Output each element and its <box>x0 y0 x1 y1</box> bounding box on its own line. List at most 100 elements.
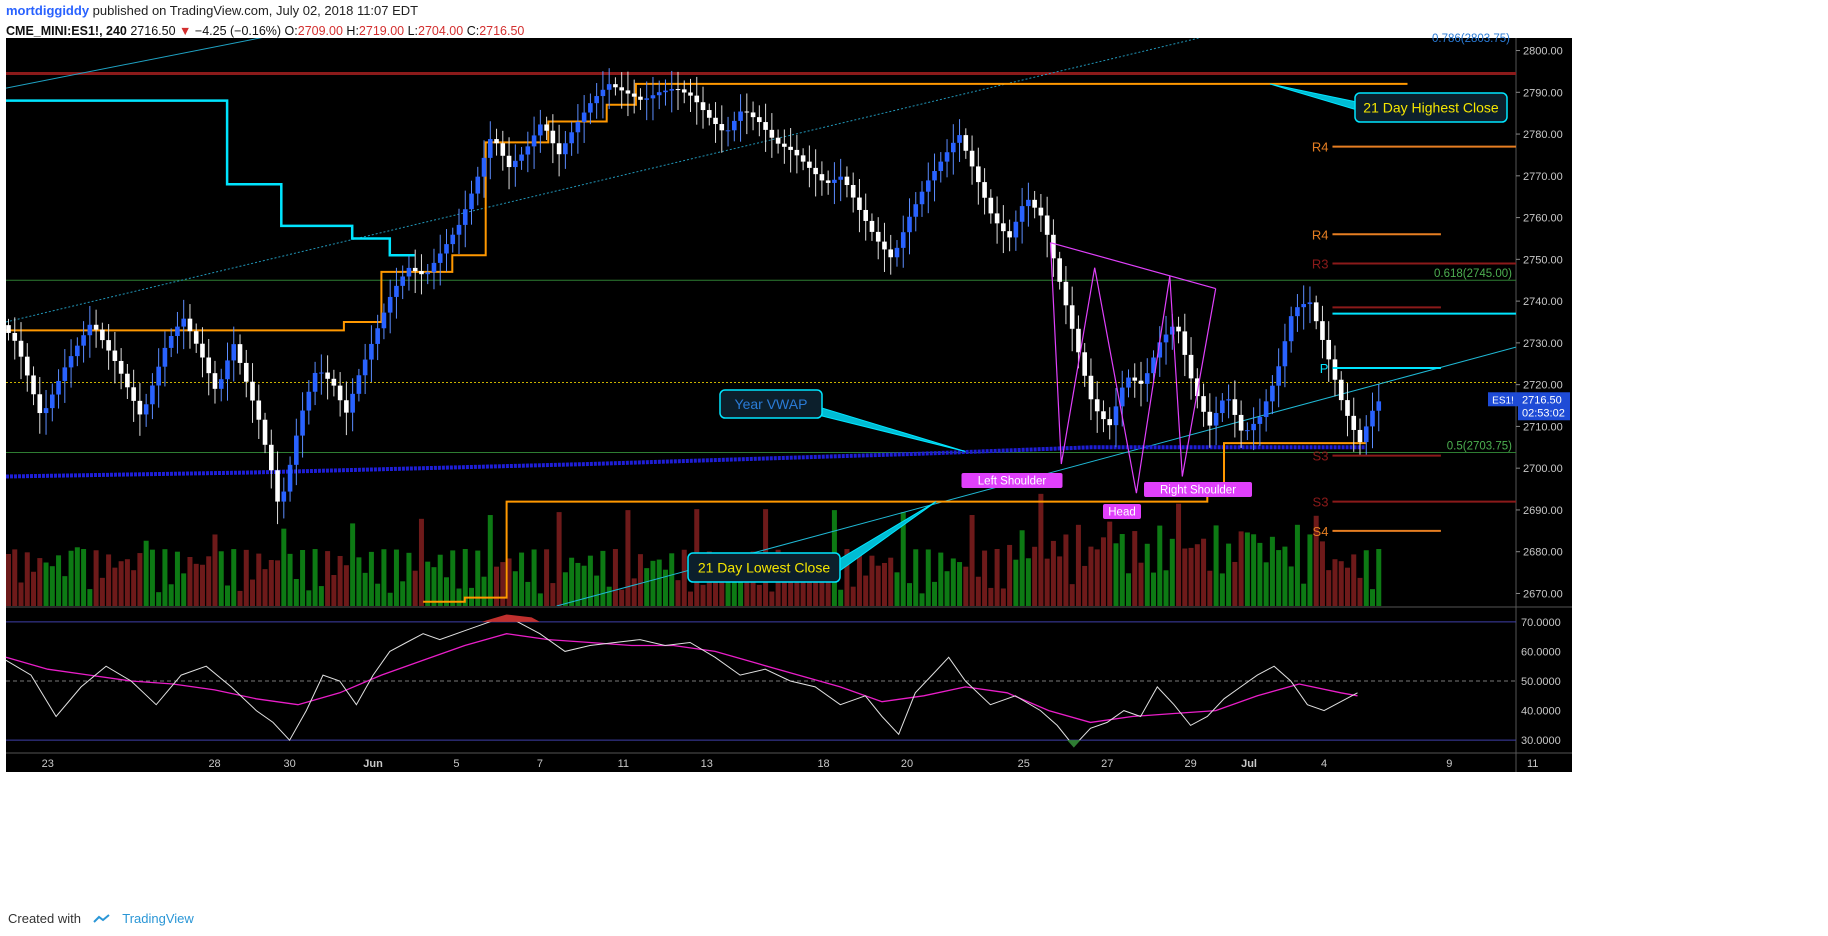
candle-body <box>900 232 906 248</box>
volume-bar <box>725 564 731 606</box>
candle-body <box>350 393 355 413</box>
candle-body <box>938 161 944 172</box>
price-tick-label: 2690.00 <box>1523 505 1563 517</box>
chart-canvas[interactable]: 2800.002790.002780.002770.002760.002750.… <box>0 0 1828 906</box>
time-tick-label: Jun <box>363 758 383 770</box>
candle-body <box>807 161 812 168</box>
pattern-label-box <box>961 473 1063 488</box>
author-link[interactable]: mortdiggiddy <box>6 3 90 18</box>
volume-bar <box>600 550 606 606</box>
volume-bar <box>1269 536 1275 606</box>
volume-bar <box>1288 566 1294 606</box>
volume-bar <box>944 571 950 606</box>
candle-body <box>1257 417 1263 424</box>
candle-body <box>1013 221 1019 238</box>
volume-bar <box>594 575 600 606</box>
candle-body <box>131 387 136 401</box>
candle-body <box>1295 307 1300 317</box>
volume-bar <box>625 510 631 606</box>
candle-body <box>732 120 737 131</box>
volume-bar <box>806 560 812 606</box>
volume-bar <box>262 569 268 606</box>
price-tick-label: 2780.00 <box>1523 129 1563 141</box>
candle-body <box>156 366 161 386</box>
price-tick-label: 2730.00 <box>1523 338 1563 350</box>
candle-body <box>306 391 312 411</box>
callout-box[interactable] <box>1354 92 1508 123</box>
volume-bar <box>900 512 906 606</box>
candle-body <box>1345 400 1350 416</box>
volume-bar <box>1294 524 1300 606</box>
volume-bar <box>875 565 881 606</box>
volume-bar <box>881 562 887 606</box>
candle-body <box>1188 354 1194 379</box>
volume-bar <box>1307 534 1313 606</box>
volume-bar <box>187 556 193 606</box>
symbol-name[interactable]: CME_MINI:ES1!, 240 <box>6 24 127 38</box>
volume-bar <box>1363 550 1369 606</box>
volume-bar <box>93 550 99 606</box>
volume-bar <box>231 549 237 606</box>
volume-bar <box>1188 547 1194 606</box>
candle-body <box>1182 331 1188 355</box>
callout-box[interactable] <box>719 389 823 419</box>
candle-body <box>243 362 249 382</box>
pattern-label: Right Shoulder <box>1160 485 1236 497</box>
candle-body <box>1301 304 1306 308</box>
volume-bar <box>932 581 938 606</box>
volume-bar <box>362 572 368 606</box>
candle-body <box>1163 334 1169 343</box>
candle-body <box>681 89 687 93</box>
rsi-ma-line <box>5 633 1358 724</box>
pattern-neckline <box>1050 242 1216 290</box>
price-tick-label: 2670.00 <box>1523 588 1563 600</box>
volume-bar <box>519 552 525 606</box>
volume-bar <box>744 573 750 606</box>
volume-bar <box>688 591 694 606</box>
candle-body <box>231 344 237 361</box>
volume-bar <box>838 589 844 606</box>
volume-bar <box>1038 493 1044 606</box>
volume-bar <box>569 557 575 606</box>
candle-body <box>1288 316 1294 342</box>
rsi-pane[interactable] <box>5 614 1516 748</box>
volume-bar <box>43 562 49 606</box>
price-pane[interactable] <box>6 30 1516 606</box>
volume-bar <box>662 569 668 606</box>
candle-body <box>150 385 155 405</box>
candle-body <box>437 253 443 263</box>
candle-body <box>1176 326 1181 332</box>
volume-bar <box>181 573 187 606</box>
candle-body <box>982 182 987 198</box>
candle-body <box>312 372 318 392</box>
volume-bar <box>431 567 437 606</box>
price-tick-label: 2750.00 <box>1523 254 1563 266</box>
volume-bar <box>1370 589 1376 606</box>
candle-body <box>412 267 418 272</box>
volume-bar <box>425 561 431 606</box>
candle-body <box>1195 378 1200 397</box>
volume-bar <box>1332 559 1338 606</box>
candle-body <box>168 335 174 348</box>
candle-body <box>738 111 743 121</box>
candle-body <box>106 340 111 351</box>
donchian-low-line <box>423 442 1366 603</box>
volume-bar <box>1075 524 1081 606</box>
volume-bar <box>575 562 581 606</box>
callout-box[interactable] <box>687 552 841 583</box>
candle-body <box>838 176 843 180</box>
volume-bar <box>713 573 719 606</box>
ohlc-open-label: O: <box>284 24 298 38</box>
volume-bar <box>275 560 281 606</box>
candle-body <box>62 367 68 381</box>
candle-body <box>225 360 230 380</box>
cyan-step-line <box>6 99 415 257</box>
candle-body <box>1282 341 1288 367</box>
candle-body <box>1169 326 1175 335</box>
candle-body <box>1026 199 1031 207</box>
volume-bar <box>1238 531 1244 606</box>
tradingview-brand-link[interactable]: TradingView <box>122 911 194 926</box>
symbol-badge <box>1488 392 1518 407</box>
candle-body <box>800 155 806 162</box>
volume-bar <box>544 549 550 606</box>
